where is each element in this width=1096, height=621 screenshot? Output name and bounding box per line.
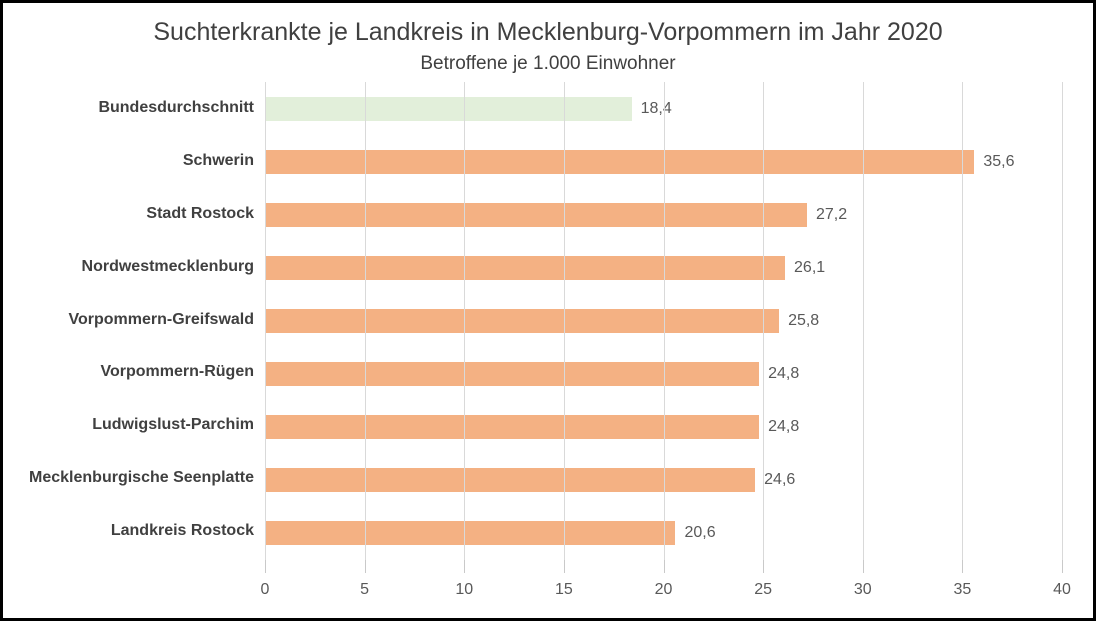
axis-tick-label: 5	[360, 581, 370, 598]
bar-row: 27,2	[265, 188, 1062, 241]
category-label: Ludwigslust-Parchim	[92, 416, 254, 434]
gridline	[1062, 82, 1063, 560]
axis-tick-label: 10	[455, 581, 474, 598]
value-label: 20,6	[684, 524, 716, 542]
category-axis: Bundesdurchschnitt Schwerin Stadt Rostock N…	[11, 82, 254, 557]
bar	[265, 255, 786, 280]
value-label: 26,1	[794, 258, 826, 276]
gridline	[563, 82, 565, 560]
bar-row: 35,6	[265, 135, 1062, 188]
bar	[265, 149, 975, 174]
value-label: 24,8	[768, 418, 800, 436]
bar	[265, 202, 807, 227]
category-label: Vorpommern-Greifswald	[68, 310, 254, 328]
plot-area: 18,4 35,6 27,2 26,1 25,8 24,8 24,8 24,6 20,6 0 5 1…	[261, 82, 1071, 598]
value-label: 25,8	[788, 311, 820, 329]
axis-tick	[1062, 560, 1063, 573]
axis-tick-label: 0	[260, 581, 270, 598]
value-label: 35,6	[983, 152, 1015, 170]
axis-tick-label: 35	[953, 581, 972, 598]
axis-tick-label: 15	[554, 581, 573, 598]
gridline	[862, 82, 864, 560]
value-label: 27,2	[815, 205, 848, 223]
axis-tick	[862, 560, 864, 573]
value-label: 24,8	[768, 365, 800, 383]
category-label: Vorpommern-Rügen	[100, 363, 254, 381]
axis-tick-label: 20	[654, 581, 673, 598]
category-label: Nordwestmecklenburg	[81, 257, 254, 275]
bar	[265, 96, 632, 121]
axis-tick	[663, 560, 665, 573]
axis-tick	[563, 560, 565, 573]
bar	[265, 415, 760, 440]
bar	[265, 308, 780, 333]
category-label: Landkreis Rostock	[110, 521, 254, 539]
axis-tick	[265, 560, 266, 573]
gridline	[962, 82, 964, 560]
category-label: Bundesdurchschnitt	[98, 99, 254, 117]
axis-tick	[464, 560, 466, 573]
bar	[265, 521, 676, 546]
bar-row: 25,8	[265, 294, 1062, 347]
axis-tick	[364, 560, 366, 573]
bar-rows: 18,4 35,6 27,2 26,1 25,8 24,8 24,8 24,6 20,6	[265, 82, 1062, 560]
axis-tick-label: 25	[754, 581, 773, 598]
gridline	[663, 82, 665, 560]
axis-tick-label: 40	[1053, 581, 1071, 598]
category-label: Schwerin	[182, 152, 254, 170]
bar-row: 24,8	[265, 348, 1062, 401]
gridline	[464, 82, 466, 560]
gridline	[364, 82, 366, 560]
value-label: 18,4	[640, 99, 672, 117]
bar-row: 24,6	[265, 454, 1062, 507]
bar-row: 20,6	[265, 507, 1062, 560]
axis-tick-label: 30	[853, 581, 872, 598]
category-label: Mecklenburgische Seenplatte	[29, 468, 254, 486]
axis-tick	[962, 560, 964, 573]
value-label: 24,6	[764, 471, 796, 489]
chart-subtitle: Betroffene je 1.000 Einwohner	[420, 53, 676, 74]
bar	[265, 362, 760, 387]
bar-row: 24,8	[265, 401, 1062, 454]
gridline	[265, 82, 266, 560]
category-label: Stadt Rostock	[146, 204, 254, 222]
bar	[265, 468, 756, 493]
axis-tick	[763, 560, 765, 573]
bar-row: 26,1	[265, 241, 1062, 294]
chart-title: Suchterkrankte je Landkreis in Mecklenbu…	[153, 18, 943, 46]
gridline	[763, 82, 765, 560]
